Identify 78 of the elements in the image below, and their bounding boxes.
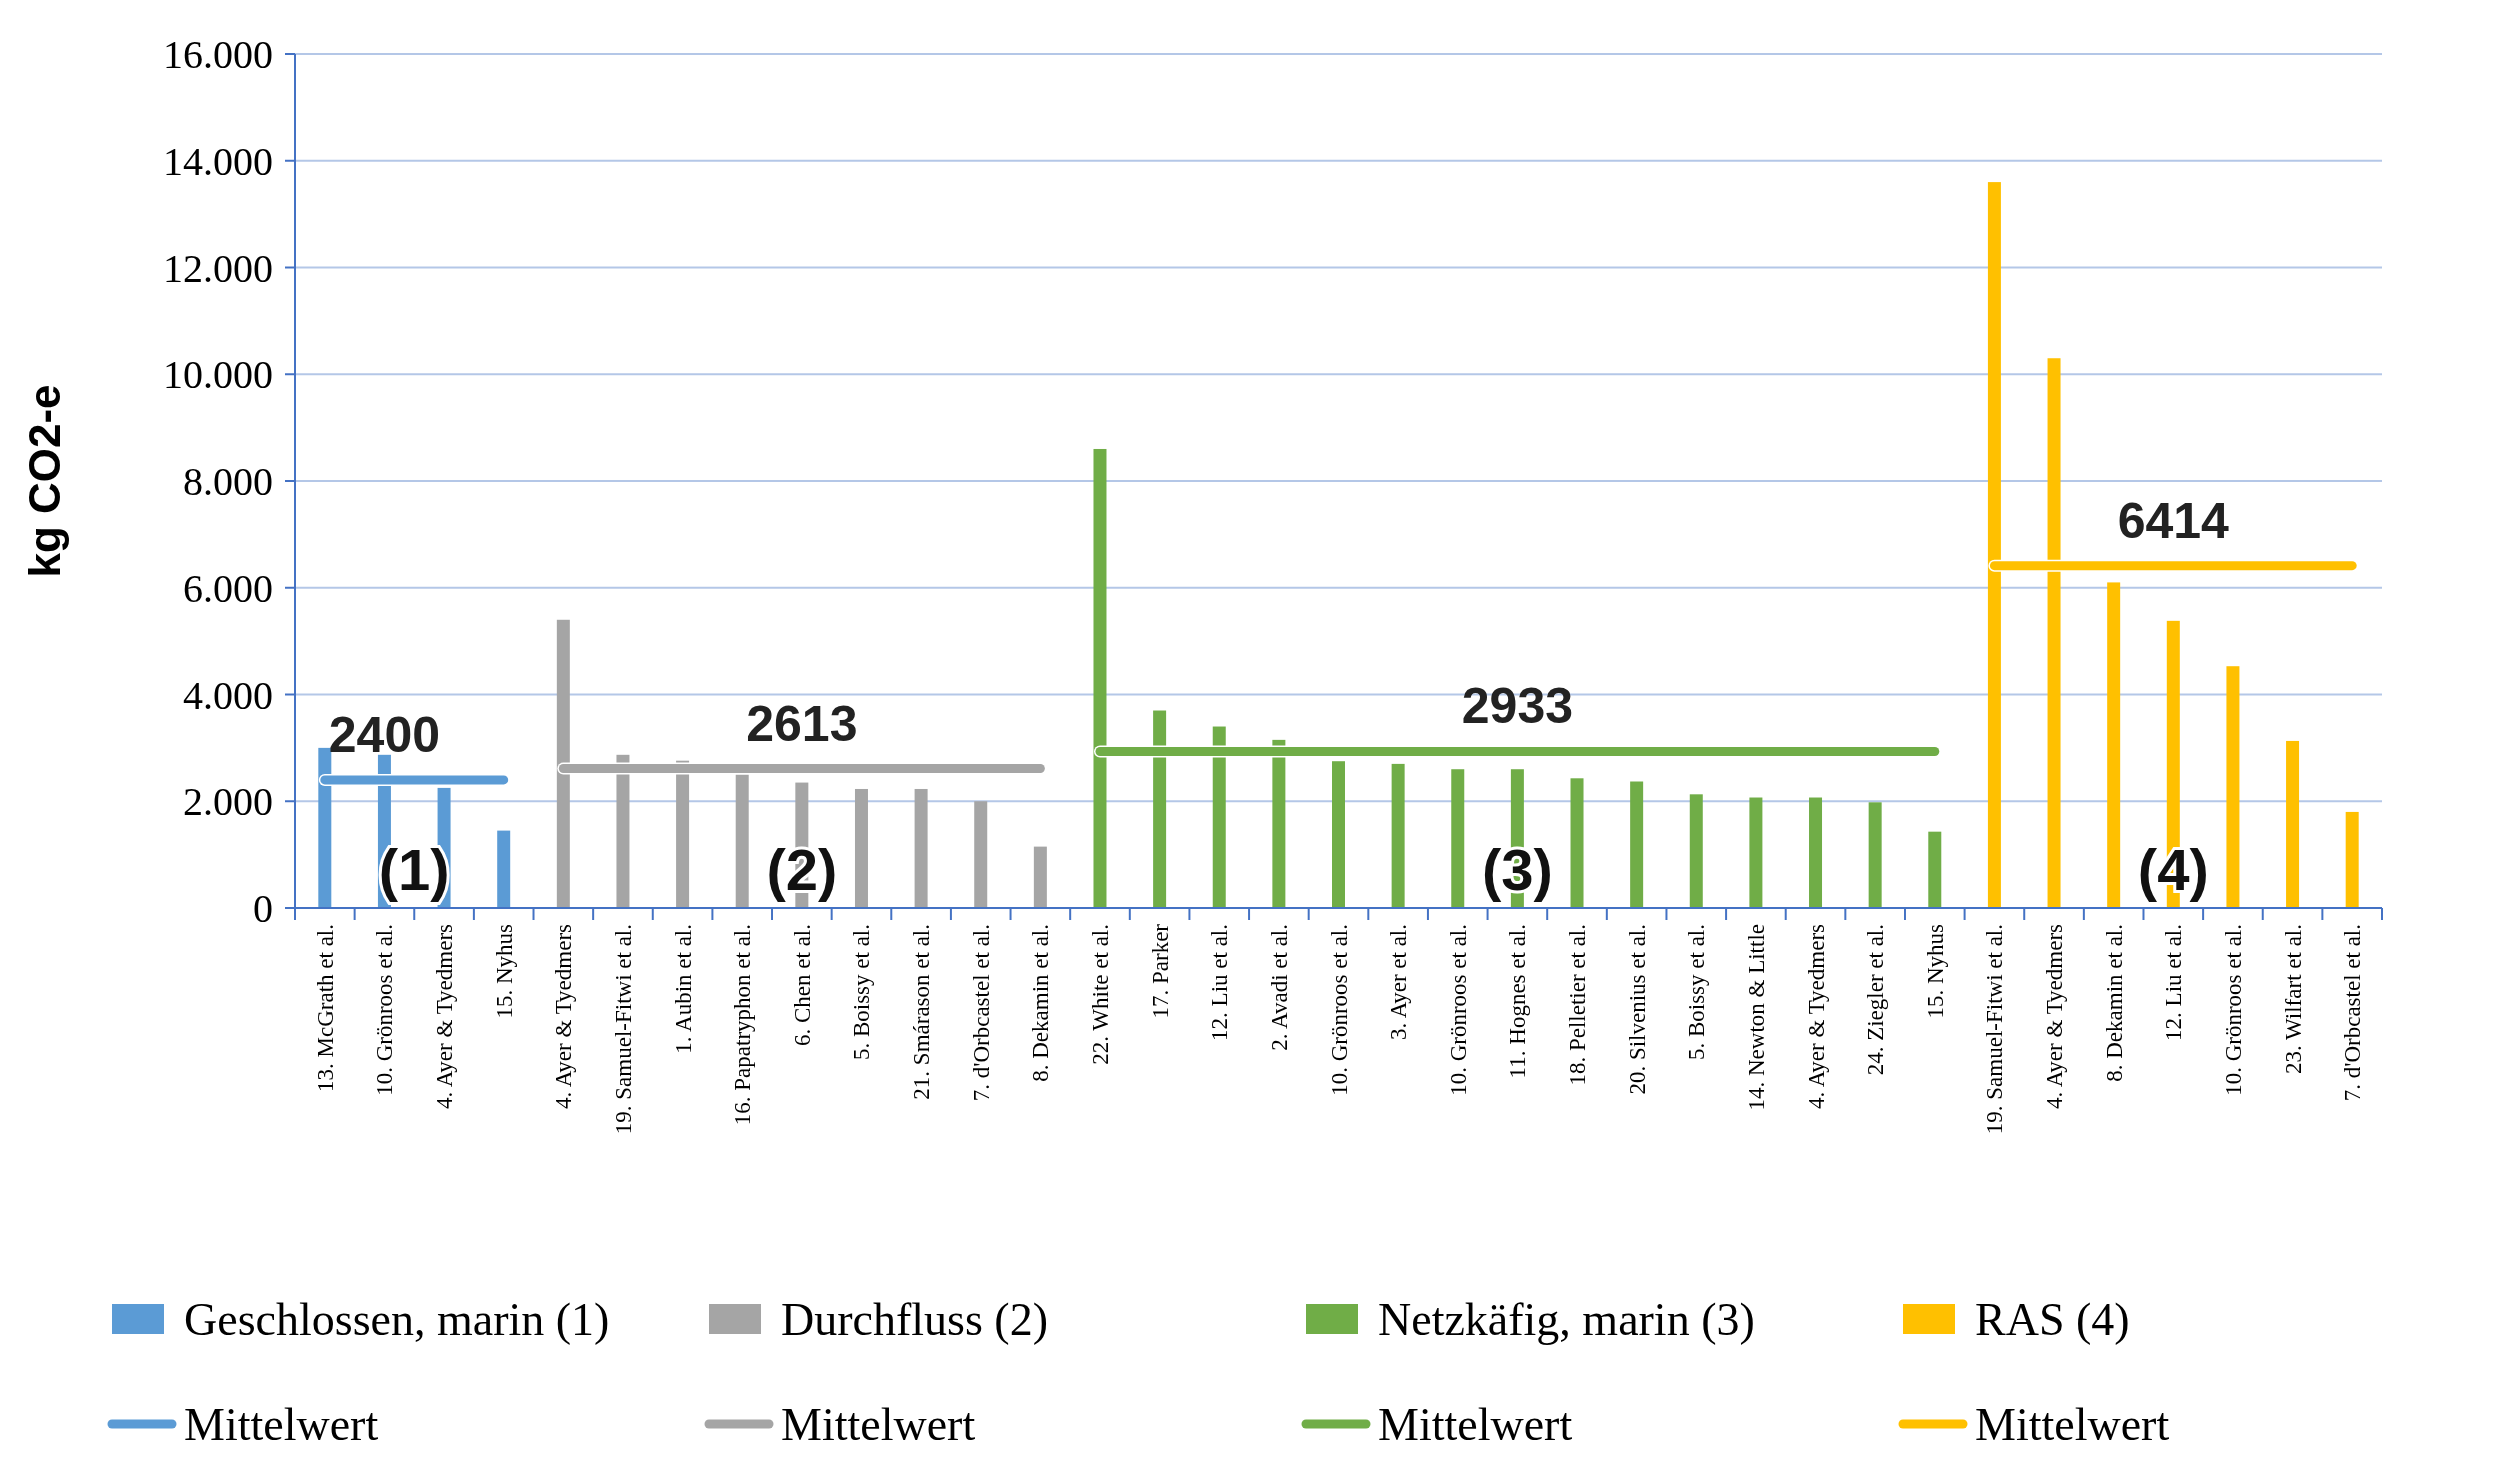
- x-tick-label: 7. d'Orbcastel et al.: [968, 924, 994, 1102]
- x-tick-label: 18. Pelletier et al.: [1565, 924, 1591, 1086]
- y-tick-label: 16.000: [163, 32, 273, 77]
- x-tick-label: 10. Grönroos et al.: [372, 924, 398, 1096]
- y-tick-label: 4.000: [183, 672, 273, 718]
- x-tick-label: 21. Smárason et al.: [909, 924, 935, 1100]
- bar: [854, 788, 868, 908]
- legend-label: Geschlossen, marin (1): [184, 1294, 610, 1346]
- bar: [974, 801, 988, 908]
- x-tick-label: 4. Ayer & Tyedmers: [2042, 923, 2068, 1109]
- bar: [1809, 797, 1823, 908]
- data-label: 2613: [746, 695, 858, 752]
- x-tick-label: 16. Papatryphon et al.: [730, 924, 756, 1126]
- bar: [1928, 831, 1942, 908]
- y-axis-title: kg CO2-e: [20, 384, 69, 578]
- data-label: 2400: [328, 706, 441, 763]
- x-tick-label: 2. Avadi et al.: [1266, 924, 1292, 1051]
- bar: [735, 774, 749, 908]
- y-tick-label: 10.000: [163, 352, 273, 398]
- legend-label: Mittelwert: [1378, 1399, 1573, 1451]
- x-tick-label: 1. Aubin et al.: [670, 924, 696, 1054]
- legend-label: Mittelwert: [781, 1399, 976, 1451]
- x-tick-label: 4. Ayer & Tyedmers: [1803, 923, 1829, 1109]
- x-tick-label: 23. Wilfart et al.: [2280, 924, 2306, 1075]
- x-tick-label: 24. Ziegler et al.: [1863, 924, 1889, 1076]
- x-tick-label: 6. Chen et al.: [789, 924, 815, 1046]
- x-tick-label: 22. White et al.: [1087, 924, 1113, 1065]
- legend-label: Durchfluss (2): [781, 1294, 1048, 1346]
- x-tick-label: 8. Dekamin et al.: [1028, 924, 1054, 1082]
- bar: [497, 830, 511, 908]
- bar: [1570, 778, 1584, 908]
- x-tick-label: 10. Grönroos et al.: [1326, 924, 1352, 1096]
- bar: [1391, 763, 1405, 908]
- x-tick-label: 4. Ayer & Tyedmers: [551, 923, 577, 1109]
- bar: [1332, 761, 1345, 908]
- bar: [2107, 582, 2121, 908]
- y-tick-label: 14.000: [163, 138, 273, 184]
- x-tick-label: 10. Grönroos et al.: [1445, 924, 1471, 1096]
- y-tick-label: 0: [253, 886, 273, 931]
- bar: [2226, 666, 2240, 908]
- bar: [1689, 794, 1703, 908]
- x-tick-label: 3. Ayer et al.: [1386, 924, 1412, 1041]
- x-tick-label: 8. Dekamin et al.: [2101, 924, 2127, 1082]
- y-tick-label: 12.000: [163, 245, 273, 291]
- legend-label: RAS (4): [1975, 1294, 2130, 1346]
- x-tick-label: 13. McGrath et al.: [312, 924, 338, 1092]
- data-label: 6414: [2117, 492, 2230, 549]
- legend-label: Netzkäfig, marin (3): [1378, 1294, 1755, 1346]
- data-label: 2933: [1461, 678, 1573, 735]
- y-tick-label: 6.000: [183, 565, 273, 611]
- x-tick-label: 19. Samuel-Fitwi et al.: [610, 924, 636, 1135]
- x-tick-label: 17. Parker: [1147, 923, 1173, 1019]
- y-tick-label: 8.000: [183, 459, 273, 504]
- bar: [1868, 802, 1882, 908]
- x-tick-label: 4. Ayer & Tyedmers: [432, 923, 458, 1109]
- x-tick-label: 12. Liu et al.: [1207, 924, 1233, 1041]
- bar: [1749, 797, 1763, 908]
- x-tick-label: 15. Nyhus: [491, 923, 517, 1019]
- x-tick-label: 11. Hognes et al.: [1505, 924, 1531, 1079]
- x-tick-label: 12. Liu et al.: [2161, 924, 2187, 1041]
- x-tick-label: 19. Samuel-Fitwi et al.: [1982, 924, 2008, 1135]
- legend-label: Mittelwert: [1975, 1399, 2170, 1451]
- bar: [1630, 781, 1644, 908]
- bar: [2345, 811, 2359, 908]
- bar: [914, 788, 928, 908]
- x-tick-label: 10. Grönroos et al.: [2220, 924, 2246, 1096]
- x-tick-label: 14. Newton & Little: [1743, 924, 1769, 1111]
- bar: [2286, 740, 2300, 908]
- x-tick-label: 15. Nyhus: [1922, 923, 1948, 1019]
- y-tick-label: 2.000: [183, 779, 273, 825]
- bar: [1451, 769, 1465, 908]
- bar: [1033, 846, 1047, 908]
- x-tick-label: 7. d'Orbcastel et al.: [2340, 924, 2366, 1102]
- legend-label: Mittelwert: [184, 1399, 379, 1451]
- x-tick-label: 5. Boissy et al.: [849, 924, 875, 1061]
- annotation: (2): [766, 837, 838, 902]
- x-tick-label: 20. Silvenius et al.: [1624, 924, 1650, 1095]
- x-tick-label: 5. Boissy et al.: [1684, 924, 1710, 1061]
